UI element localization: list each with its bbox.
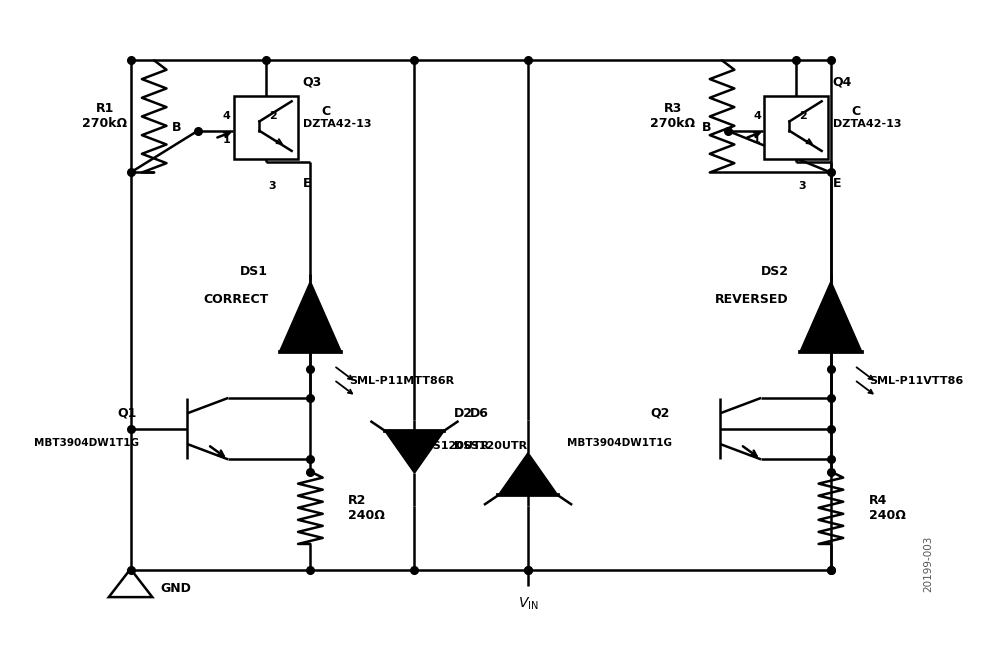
Text: SML-P11MTT86R: SML-P11MTT86R [349,375,454,386]
Text: DSS120UTR: DSS120UTR [454,441,527,451]
Text: MBT3904DW1T1G: MBT3904DW1T1G [567,438,672,448]
Polygon shape [280,282,341,351]
Text: DZTA42-13: DZTA42-13 [302,120,371,129]
Bar [764,96,828,159]
Text: CORRECT: CORRECT [203,293,268,306]
Text: 4: 4 [753,111,761,121]
Text: 1: 1 [753,135,761,145]
Text: Q2: Q2 [651,407,670,420]
Text: DSS120UTR: DSS120UTR [415,441,489,451]
Text: C: C [322,105,331,118]
Text: DS2: DS2 [761,265,789,278]
Text: 3: 3 [798,182,806,191]
Text: Q1: Q1 [118,407,137,420]
Text: B: B [702,121,712,134]
Text: R1
270kΩ: R1 270kΩ [82,103,128,130]
Text: DS1: DS1 [241,265,268,278]
Text: 2: 2 [269,111,277,121]
Text: $V_{\mathrm{IN}}$: $V_{\mathrm{IN}}$ [518,595,538,612]
Polygon shape [498,453,558,495]
Text: SML-P11VTT86: SML-P11VTT86 [869,375,963,386]
Text: MBT3904DW1T1G: MBT3904DW1T1G [34,438,139,448]
Text: D6: D6 [469,408,489,421]
Bar [234,96,299,159]
Text: R3
270kΩ: R3 270kΩ [650,103,695,130]
Text: 4: 4 [223,111,231,121]
Text: Q3: Q3 [302,76,322,89]
Polygon shape [800,282,862,351]
Polygon shape [385,431,445,473]
Text: 3: 3 [269,182,276,191]
Text: D2: D2 [454,408,473,421]
Text: 1: 1 [223,135,231,145]
Text: GND: GND [160,582,191,595]
Text: E: E [833,177,842,190]
Text: E: E [302,177,311,190]
Text: 2: 2 [798,111,806,121]
Text: DZTA42-13: DZTA42-13 [833,120,901,129]
Text: Q4: Q4 [833,76,852,89]
Text: R4
240Ω: R4 240Ω [869,494,905,522]
Polygon shape [109,569,152,597]
Text: 20199-003: 20199-003 [923,536,934,592]
Text: REVERSED: REVERSED [715,293,789,306]
Text: C: C [851,105,861,118]
Text: B: B [172,121,182,134]
Text: R2
240Ω: R2 240Ω [349,494,385,522]
